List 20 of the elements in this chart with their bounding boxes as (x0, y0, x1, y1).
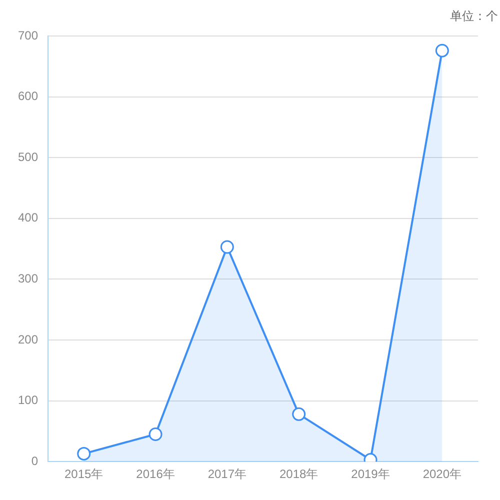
x-tick-label: 2017年 (208, 467, 247, 482)
x-tick-label: 2015年 (64, 467, 104, 482)
x-tick-label: 2019年 (351, 467, 390, 482)
point (148, 427, 162, 441)
y-tick-label: 600 (18, 89, 38, 104)
point (220, 240, 234, 254)
x-tick-label: 2020年 (422, 467, 462, 482)
y-tick-label: 200 (18, 332, 38, 346)
x-tick-label: 2018年 (279, 467, 318, 482)
x-tick-label: 2016年 (136, 467, 175, 482)
y-tick-label: 300 (18, 272, 38, 286)
point (77, 446, 91, 460)
y-tick-label: 100 (18, 393, 38, 408)
point (435, 44, 449, 58)
y-tick-label: 500 (18, 150, 38, 164)
point (292, 407, 306, 421)
y-tick-label: 0 (31, 454, 38, 468)
y-tick-label: 700 (18, 28, 38, 42)
text: 单位：个 (450, 8, 498, 25)
y-tick-label: 400 (18, 210, 38, 225)
